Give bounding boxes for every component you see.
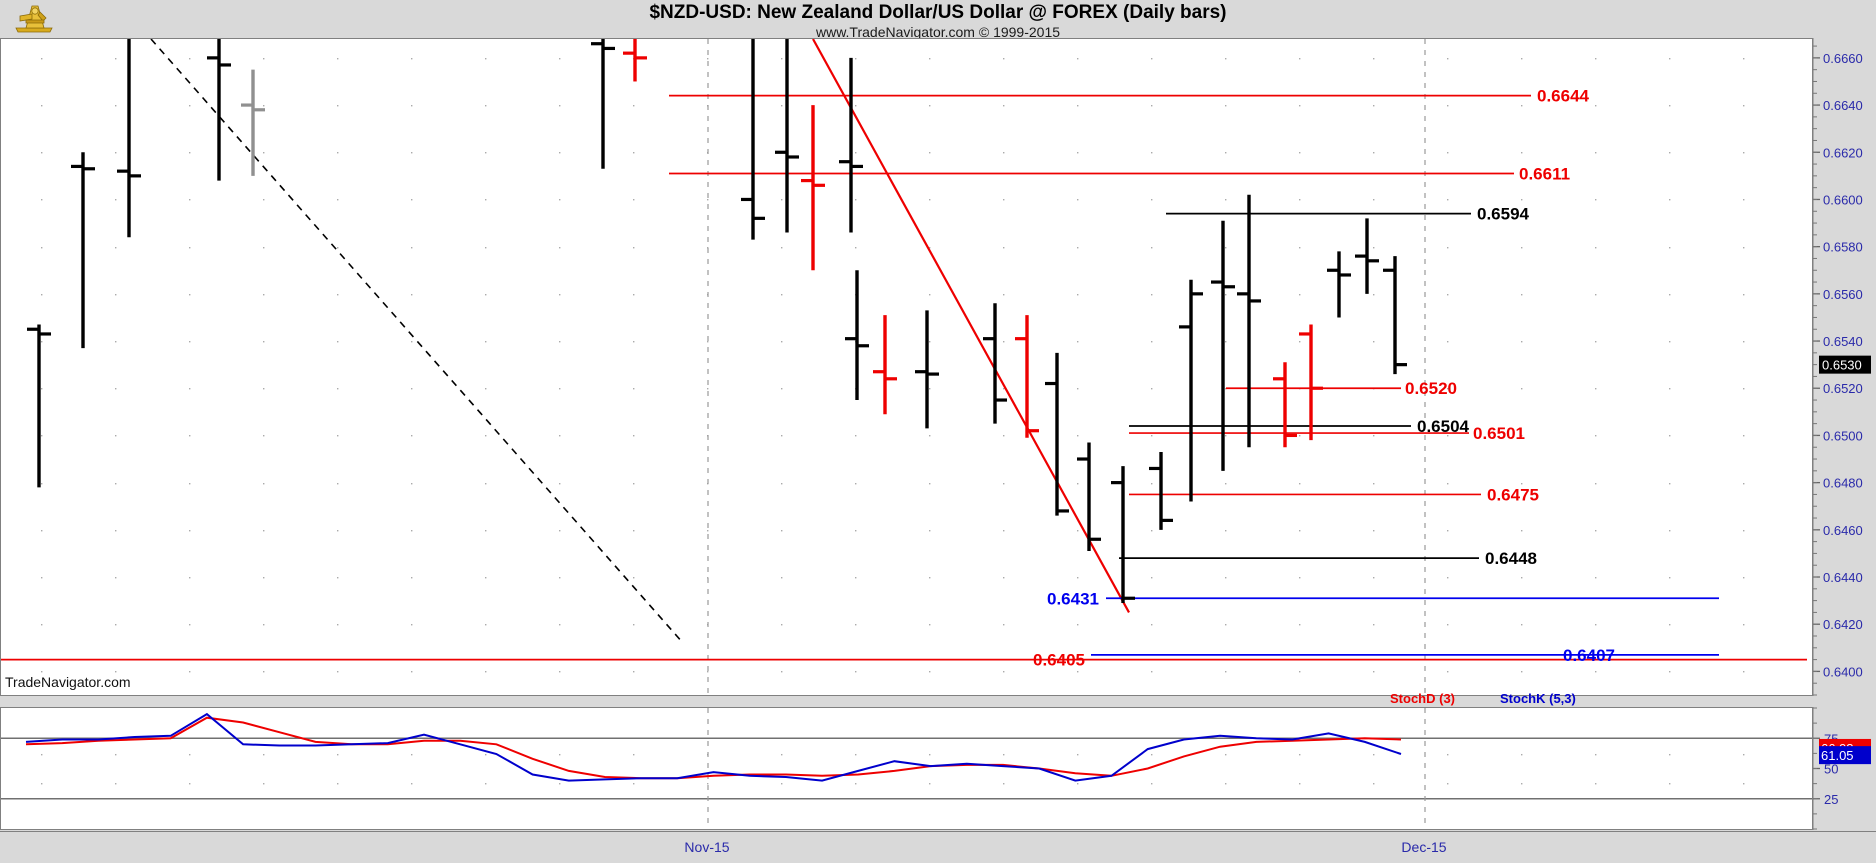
level-label-0.6405: 0.6405 (1033, 651, 1085, 670)
ohlc-bar (623, 39, 647, 82)
level-label-0.6501: 0.6501 (1473, 424, 1525, 443)
watermark-text: TradeNavigator.com (5, 674, 131, 690)
price-axis-label: 0.6420 (1823, 617, 1863, 632)
solid-red-downtrend[interactable] (812, 39, 1130, 613)
ohlc-bar (71, 152, 95, 349)
ohlc-bar (1355, 218, 1379, 294)
ohlc-bar (241, 69, 265, 176)
ohlc-bar (1149, 451, 1173, 530)
level-label-0.6448: 0.6448 (1485, 549, 1537, 568)
stoch-axis-label: 25 (1824, 792, 1838, 807)
price-axis-label: 0.6540 (1823, 334, 1863, 349)
ohlc-bar (1179, 279, 1203, 502)
ohlc-bar (1273, 362, 1297, 448)
stoch-axis-label: 50 (1824, 762, 1838, 777)
ohlc-bar (845, 270, 869, 401)
stoch-k-legend: StochK (5,3) (1500, 691, 1576, 706)
price-axis-label: 0.6580 (1823, 240, 1863, 255)
price-axis: 0.6660 0.6640 0.6620 0.6600 0.6580 0.6560 0.65… (1813, 38, 1876, 696)
ohlc-bar (873, 315, 897, 415)
level-label-0.6611: 0.6611 (1519, 165, 1570, 184)
ohlc-bar (775, 39, 799, 233)
panel-divider (0, 696, 1876, 707)
ohlc-bar (1383, 256, 1407, 375)
price-axis-label: 0.6640 (1823, 98, 1863, 113)
ohlc-bar (983, 303, 1007, 424)
stoch-k-value-badge: 61.05 (1819, 746, 1871, 765)
level-label-0.6520: 0.6520 (1405, 379, 1457, 398)
stochastic-axis: 75502566.9861.05 (1813, 707, 1876, 830)
price-chart-svg: 0.6644 0.6611 0.6594 0.6520 0.6504 0.6501 0.64… (1, 39, 1807, 695)
stochastic-panel[interactable]: StochD (3) (0, 707, 1813, 830)
stoch-d-legend: StochD (3) (1390, 691, 1455, 706)
ohlc-bar (915, 310, 939, 429)
ohlc-bar (27, 324, 51, 488)
date-axis-label: Dec-15 (1401, 839, 1446, 855)
price-axis-label: 0.6400 (1823, 664, 1863, 679)
ohlc-bar (1327, 251, 1351, 318)
svg-text:0.6530: 0.6530 (1822, 358, 1862, 373)
ohlc-bar (1211, 220, 1235, 471)
level-label-0.6504: 0.6504 (1417, 417, 1470, 436)
ohlc-bar (1077, 442, 1101, 552)
ohlc-bar (117, 39, 141, 238)
ohlc-bar (591, 39, 615, 169)
level-label-0.6644: 0.6644 (1537, 87, 1590, 106)
price-axis-label: 0.6600 (1823, 192, 1863, 207)
ohlc-bar (1237, 194, 1261, 448)
dashed-black-downtrend[interactable] (150, 39, 682, 642)
stoch-k-line (25, 712, 1402, 782)
level-label-0.6594: 0.6594 (1477, 205, 1530, 224)
date-axis: Nov-15 Dec-15 (0, 831, 1876, 863)
sextant-logo-icon (6, 2, 62, 36)
page-title: $NZD-USD: New Zealand Dollar/US Dollar @… (649, 2, 1227, 23)
date-axis-label: Nov-15 (684, 839, 729, 855)
price-axis-label: 0.6520 (1823, 381, 1863, 396)
ohlc-bar (801, 105, 825, 271)
price-axis-label: 0.6500 (1823, 428, 1863, 443)
stoch-d-line (25, 716, 1402, 780)
last-price-badge: 0.6530 (1819, 355, 1871, 374)
level-label-0.6407: 0.6407 (1563, 646, 1615, 665)
price-chart-panel[interactable]: 0.6644 0.6611 0.6594 0.6520 0.6504 0.6501 0.64… (0, 38, 1813, 696)
ohlc-bar (1015, 315, 1039, 438)
ohlc-bar (741, 39, 765, 240)
price-axis-label: 0.6660 (1823, 51, 1863, 66)
stochastic-svg: StochD (3) (1, 708, 1812, 829)
price-axis-label: 0.6440 (1823, 570, 1863, 585)
level-label-0.6475: 0.6475 (1487, 485, 1539, 504)
price-axis-label: 0.6620 (1823, 145, 1863, 160)
ohlc-bar (1299, 324, 1323, 441)
chart-header: $NZD-USD: New Zealand Dollar/US Dollar @… (0, 0, 1876, 40)
ohlc-bar (1111, 466, 1135, 603)
ohlc-bar (207, 39, 231, 181)
price-axis-label: 0.6560 (1823, 287, 1863, 302)
price-axis-label: 0.6480 (1823, 476, 1863, 491)
level-label-0.6431: 0.6431 (1047, 589, 1099, 608)
price-axis-label: 0.6460 (1823, 523, 1863, 538)
svg-text:61.05: 61.05 (1821, 748, 1854, 763)
ohlc-bar (839, 57, 863, 233)
ohlc-bar (1045, 352, 1069, 516)
chart-subtitle: www.TradeNavigator.com © 1999-2015 (815, 24, 1061, 40)
